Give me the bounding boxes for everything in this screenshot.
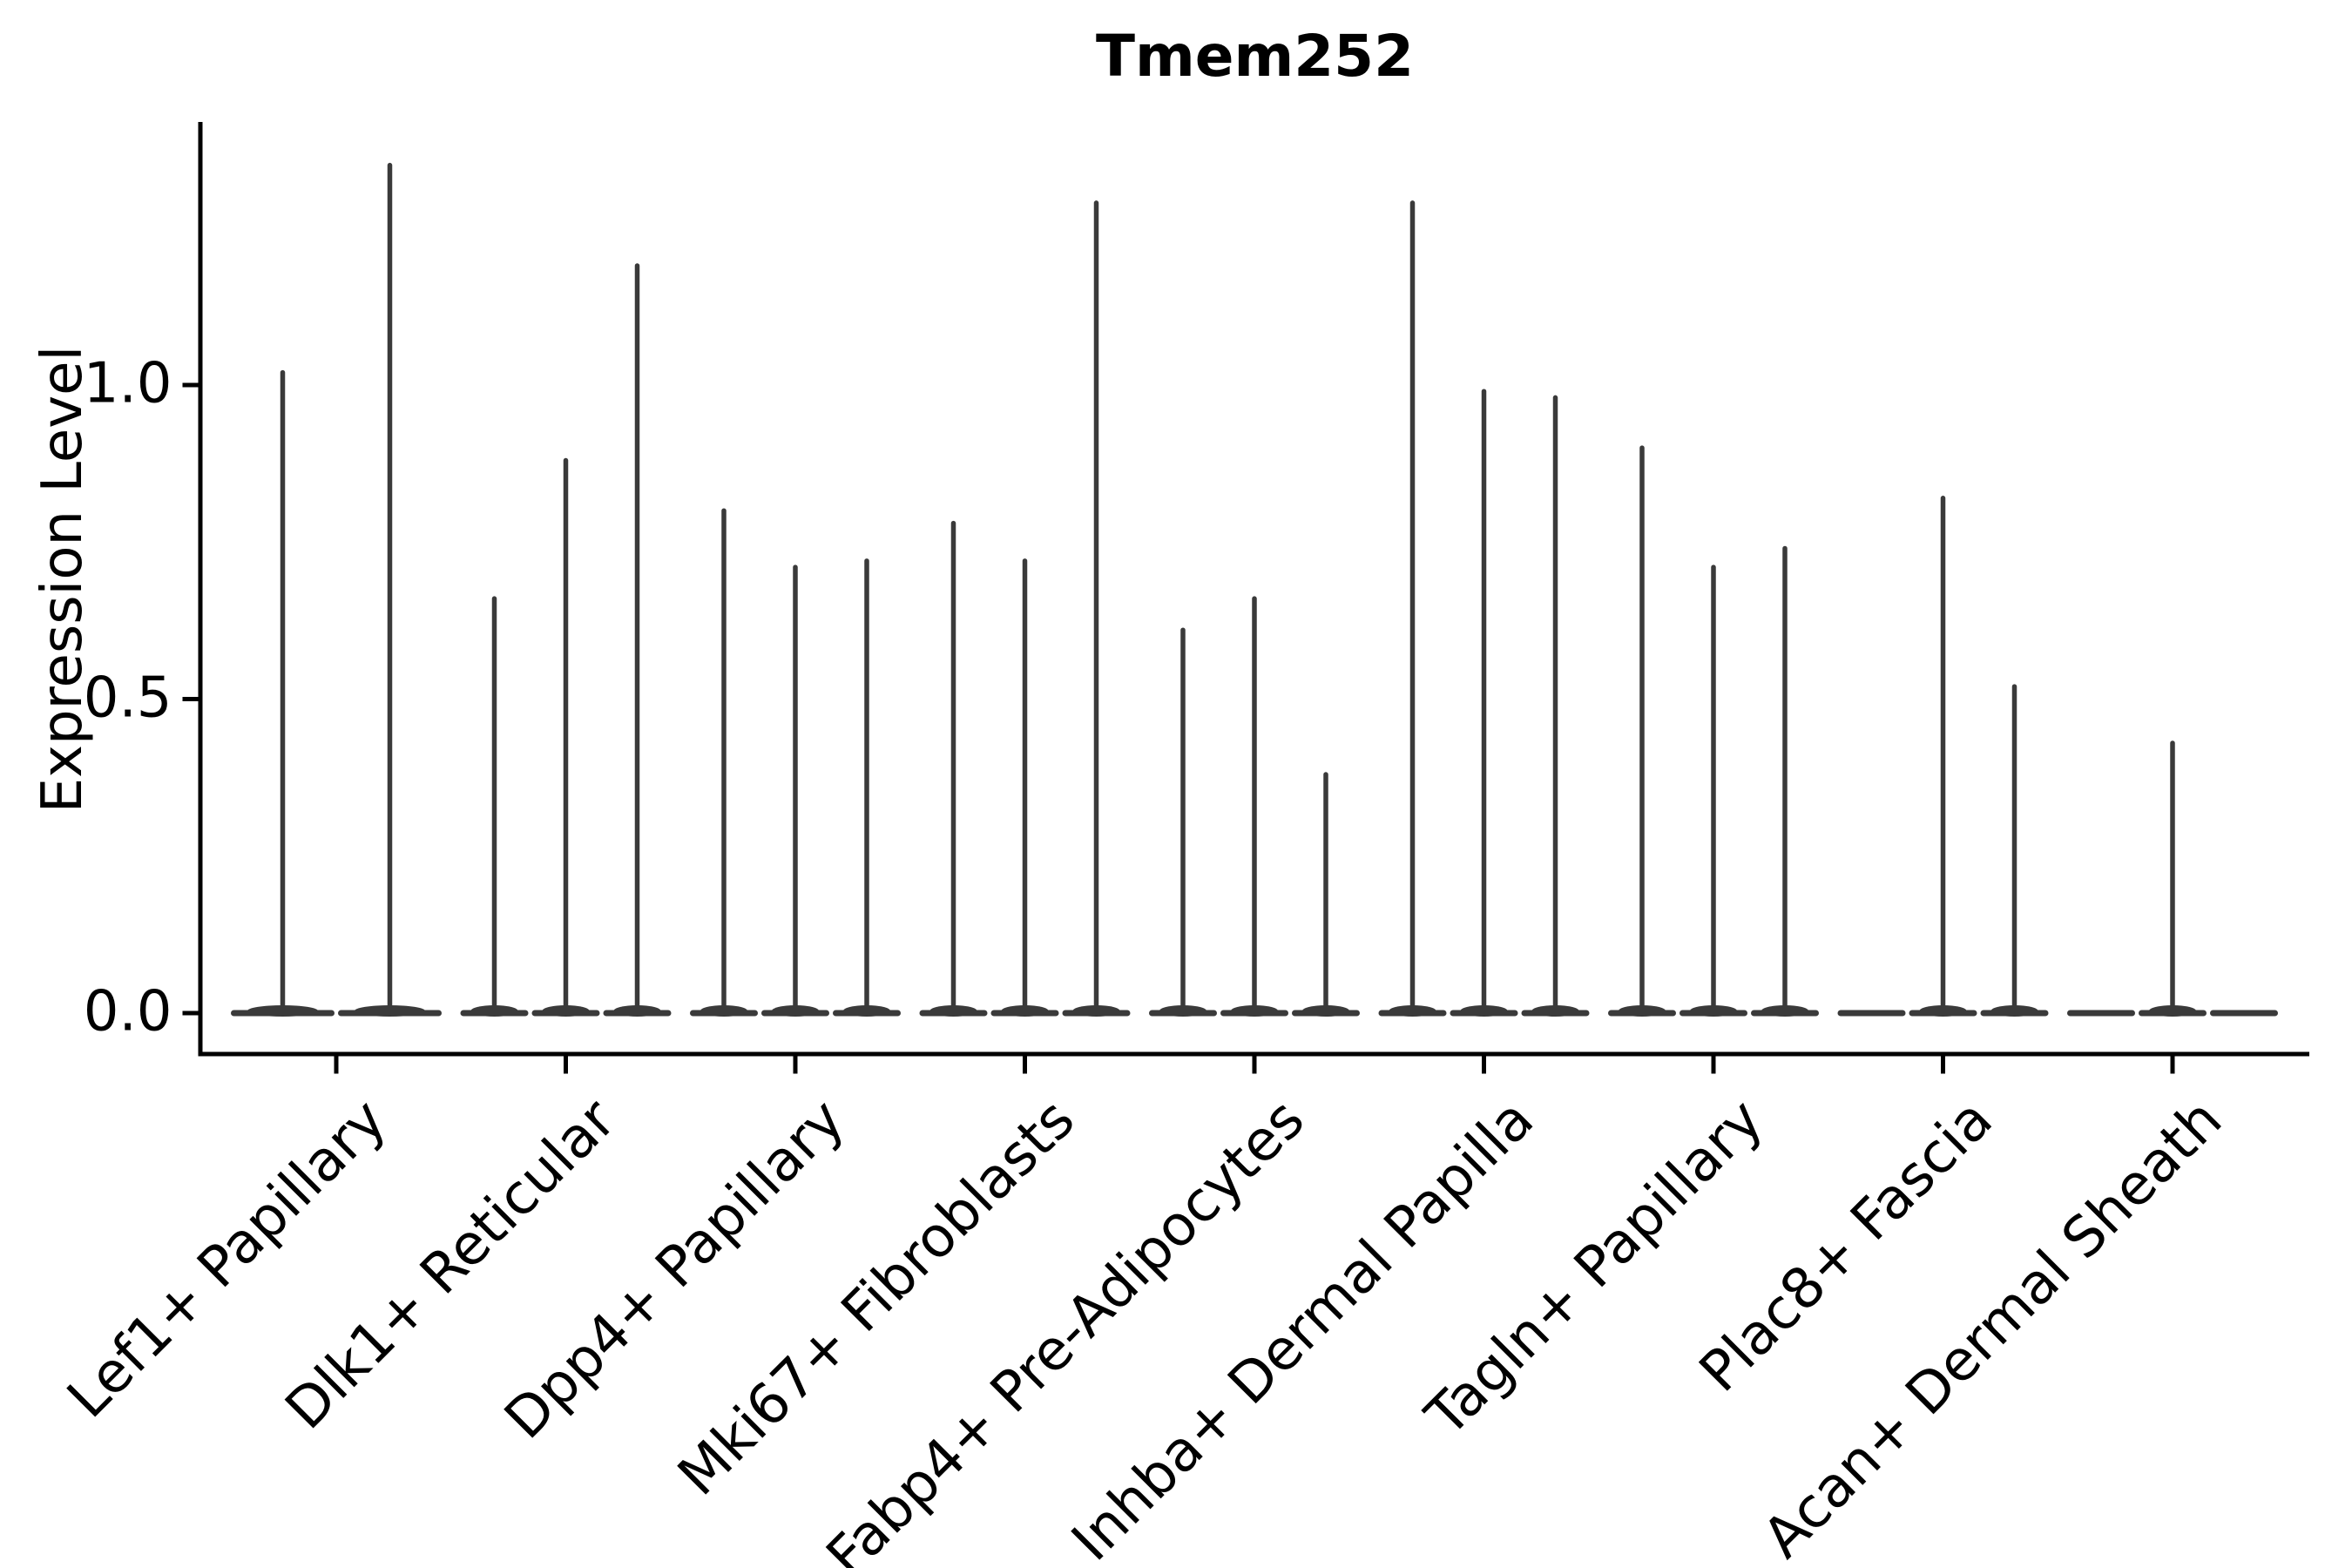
y-tick-label: 1.0 <box>83 351 172 416</box>
violin-base <box>1837 1010 1906 1017</box>
violin-base <box>2067 1010 2135 1017</box>
violin-base <box>2210 1010 2278 1017</box>
y-tick-label: 0.0 <box>83 979 172 1044</box>
plot-title: Tmem252 <box>1095 23 1415 90</box>
y-axis-label: Expression Level <box>30 345 95 814</box>
y-tick-label: 0.5 <box>83 666 172 731</box>
